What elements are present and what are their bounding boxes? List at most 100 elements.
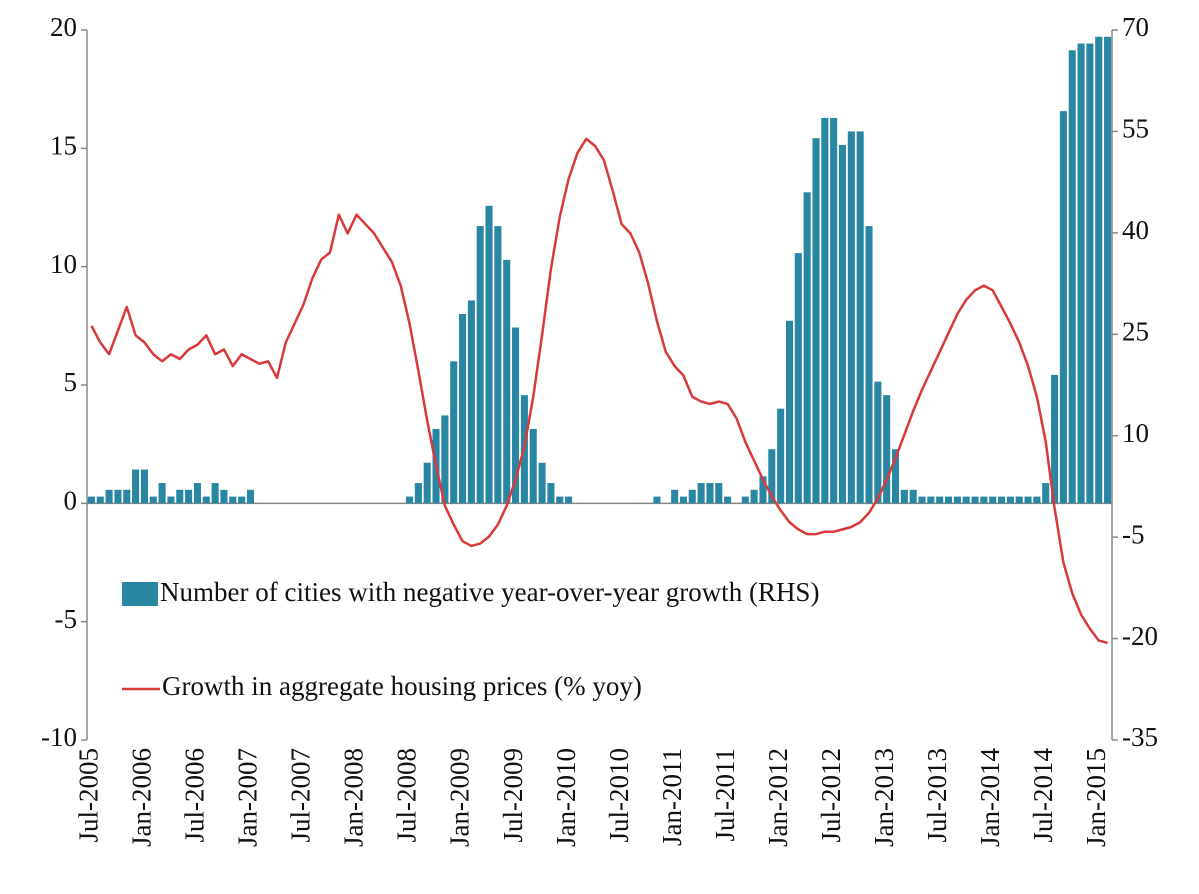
x-tick-label: Jul-2008 xyxy=(392,748,422,843)
y-tick-label: 0 xyxy=(64,486,78,516)
bar xyxy=(821,117,829,504)
bar xyxy=(87,496,95,504)
bar xyxy=(679,496,687,504)
bar xyxy=(565,496,573,504)
legend-label: Number of cities with negative year-over… xyxy=(160,577,819,607)
bar xyxy=(238,496,246,504)
y-tick-label: 10 xyxy=(50,249,77,279)
bar xyxy=(953,496,961,504)
bar xyxy=(1033,496,1041,504)
bar xyxy=(1024,496,1032,504)
bar xyxy=(777,408,785,504)
bar xyxy=(1042,483,1050,504)
x-tick-label: Jan-2013 xyxy=(869,748,899,847)
x-tick-label: Jan-2006 xyxy=(127,748,157,847)
bar xyxy=(865,226,873,504)
y2-tick-label: 25 xyxy=(1122,316,1149,346)
x-tick-label: Jan-2007 xyxy=(233,748,263,847)
bar xyxy=(158,483,166,504)
bar xyxy=(149,496,157,504)
bar xyxy=(803,192,811,504)
bar xyxy=(900,489,908,504)
bar xyxy=(1015,496,1023,504)
x-tick-label: Jan-2011 xyxy=(657,748,687,846)
bar xyxy=(847,131,855,504)
bar xyxy=(123,489,131,504)
bar xyxy=(1104,36,1112,504)
bar xyxy=(503,259,511,504)
x-tick-label: Jul-2006 xyxy=(180,748,210,843)
bar xyxy=(132,469,140,504)
bar xyxy=(476,226,484,504)
bar xyxy=(944,496,953,504)
bar xyxy=(856,131,864,504)
bar xyxy=(1077,43,1085,504)
bar xyxy=(724,496,732,504)
bar xyxy=(1095,36,1103,504)
bar xyxy=(229,496,237,504)
bar xyxy=(706,483,714,504)
bar xyxy=(918,496,926,504)
bar xyxy=(759,476,767,504)
bar xyxy=(246,489,255,504)
bar xyxy=(741,496,749,504)
bar xyxy=(114,489,122,504)
x-tick-label: Jul-2013 xyxy=(922,748,952,843)
bar xyxy=(998,496,1006,504)
bar xyxy=(185,489,193,504)
x-tick-label: Jan-2008 xyxy=(339,748,369,847)
bar xyxy=(220,489,228,504)
bar xyxy=(485,205,493,504)
bar xyxy=(459,314,467,504)
legend-label: Growth in aggregate housing prices (% yo… xyxy=(162,671,642,701)
bar xyxy=(1068,50,1076,504)
bar xyxy=(423,462,431,504)
plot: -10 -5 0 5 10 15 20 -35 -20 -5 10 25 40 55 70 Jul-2005 J… xyxy=(41,12,1158,847)
bar xyxy=(962,496,970,504)
y2-tick-label: -20 xyxy=(1122,621,1158,651)
bar xyxy=(105,489,113,504)
bar xyxy=(512,327,520,504)
bar xyxy=(1086,43,1094,504)
bar xyxy=(936,496,944,504)
bar xyxy=(980,496,988,504)
bar xyxy=(405,496,414,504)
bar xyxy=(971,496,979,504)
bar xyxy=(830,117,838,504)
y-tick-label: 20 xyxy=(50,12,77,42)
y2-tick-label: -5 xyxy=(1122,519,1145,549)
bar xyxy=(838,144,847,504)
bar xyxy=(547,483,555,504)
bar xyxy=(96,496,104,504)
y2-tick-label: 70 xyxy=(1122,12,1149,42)
bar xyxy=(794,253,802,504)
x-tick-label: Jan-2010 xyxy=(551,748,581,847)
bar xyxy=(688,489,696,504)
x-tick-label: Jul-2009 xyxy=(498,748,528,843)
bar xyxy=(167,496,175,504)
bar xyxy=(211,483,219,504)
bar xyxy=(927,496,935,504)
bar xyxy=(556,496,564,504)
bar xyxy=(494,226,502,504)
x-tick-label: Jul-2011 xyxy=(710,748,740,842)
y2-tick-label: 40 xyxy=(1122,215,1149,245)
bar xyxy=(193,483,201,504)
bar xyxy=(140,469,148,504)
y-tick-label: -5 xyxy=(55,604,78,634)
bar xyxy=(883,395,891,504)
legend-swatch-bar xyxy=(122,582,158,606)
bar xyxy=(450,361,458,504)
x-tick-label: Jul-2010 xyxy=(604,748,634,843)
bar xyxy=(653,496,661,504)
x-tick-label: Jul-2012 xyxy=(816,748,846,843)
bar xyxy=(529,428,537,504)
x-tick-label: Jan-2009 xyxy=(445,748,475,847)
bar xyxy=(989,496,997,504)
bar xyxy=(671,489,679,504)
bar xyxy=(414,483,422,504)
x-tick-label: Jan-2015 xyxy=(1081,748,1111,847)
y-tick-label: 5 xyxy=(64,367,78,397)
bar xyxy=(1059,111,1067,504)
